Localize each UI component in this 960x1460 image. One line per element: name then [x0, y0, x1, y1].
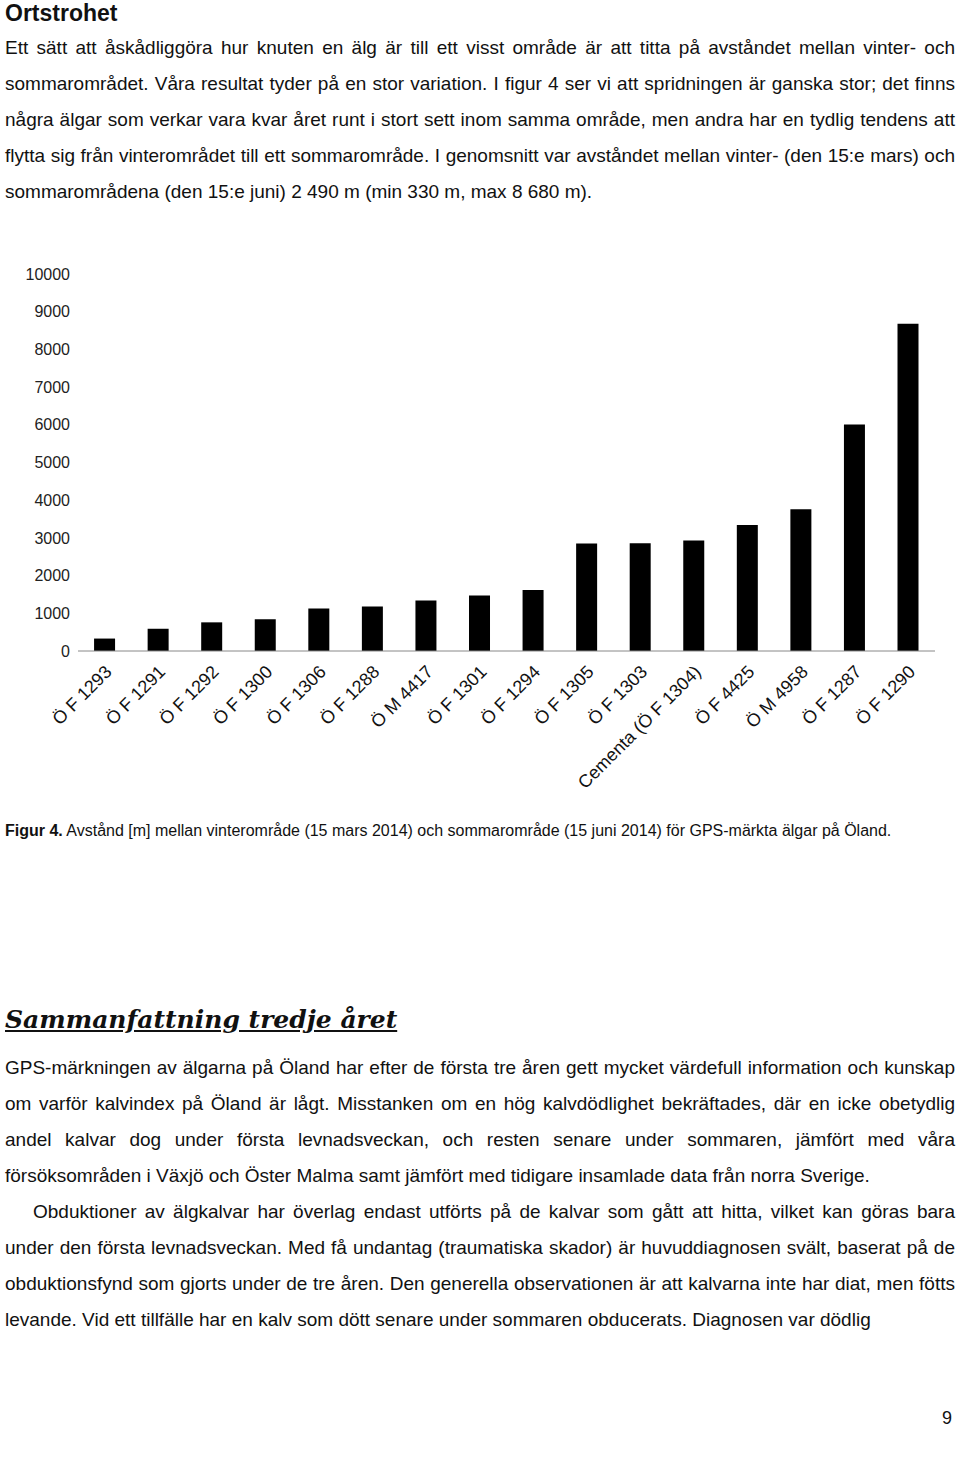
- svg-text:8000: 8000: [34, 341, 70, 358]
- svg-text:Ö F 1291: Ö F 1291: [102, 661, 170, 729]
- svg-text:2000: 2000: [34, 567, 70, 584]
- svg-text:Ö F 1306: Ö F 1306: [262, 661, 330, 729]
- svg-text:Ö F 1290: Ö F 1290: [852, 662, 919, 729]
- svg-text:Ö F 1294: Ö F 1294: [476, 661, 545, 729]
- svg-text:Ö M 4417: Ö M 4417: [367, 662, 437, 732]
- svg-text:4000: 4000: [34, 492, 70, 509]
- svg-text:Ö F 4425: Ö F 4425: [691, 661, 759, 729]
- html-text:GPS-märkningen av älgarna på Ö: GPS-märkningen av älgarna på Öland har e…: [5, 1057, 955, 1186]
- svg-text:Ö F 1300: Ö F 1300: [209, 661, 277, 729]
- svg-text:5000: 5000: [34, 454, 70, 471]
- html-text:Figur 4. Avstånd [m] mellan vi: Figur 4. Avstånd [m] mellan vinterområde…: [5, 822, 892, 839]
- svg-text:3000: 3000: [34, 530, 70, 547]
- svg-text:6000: 6000: [34, 416, 70, 433]
- html-text:Ett sätt att åskådliggöra hur: Ett sätt att åskådliggöra hur knuten en …: [5, 37, 955, 202]
- svg-text:10000: 10000: [26, 266, 71, 283]
- svg-text:Ö F 1292: Ö F 1292: [155, 661, 223, 729]
- svg-text:Ö F 1288: Ö F 1288: [316, 661, 384, 729]
- svg-text:9000: 9000: [34, 303, 70, 320]
- html-text:Ortstrohet: Ortstrohet: [5, 0, 118, 26]
- svg-text:Ö M 4958: Ö M 4958: [742, 662, 812, 732]
- html-text:9: 9: [942, 1408, 952, 1428]
- svg-text:7000: 7000: [34, 379, 70, 396]
- html-text:Sammanfattning tredje året: Sammanfattning tredje året: [5, 1005, 398, 1034]
- svg-text:1000: 1000: [34, 605, 70, 622]
- html-text:Obduktioner av älgkalvar har ö: Obduktioner av älgkalvar har överlag end…: [5, 1201, 955, 1330]
- svg-text:Cementa (Ö F 1304): Cementa (Ö F 1304): [574, 662, 705, 793]
- svg-text:Ö F 1305: Ö F 1305: [530, 661, 598, 729]
- svg-text:Ö F 1287: Ö F 1287: [798, 661, 866, 729]
- svg-text:0: 0: [61, 643, 70, 660]
- svg-text:Ö F 1301: Ö F 1301: [423, 661, 491, 729]
- svg-text:Ö F 1303: Ö F 1303: [584, 661, 652, 729]
- svg-text:Ö F 1293: Ö F 1293: [48, 661, 116, 729]
